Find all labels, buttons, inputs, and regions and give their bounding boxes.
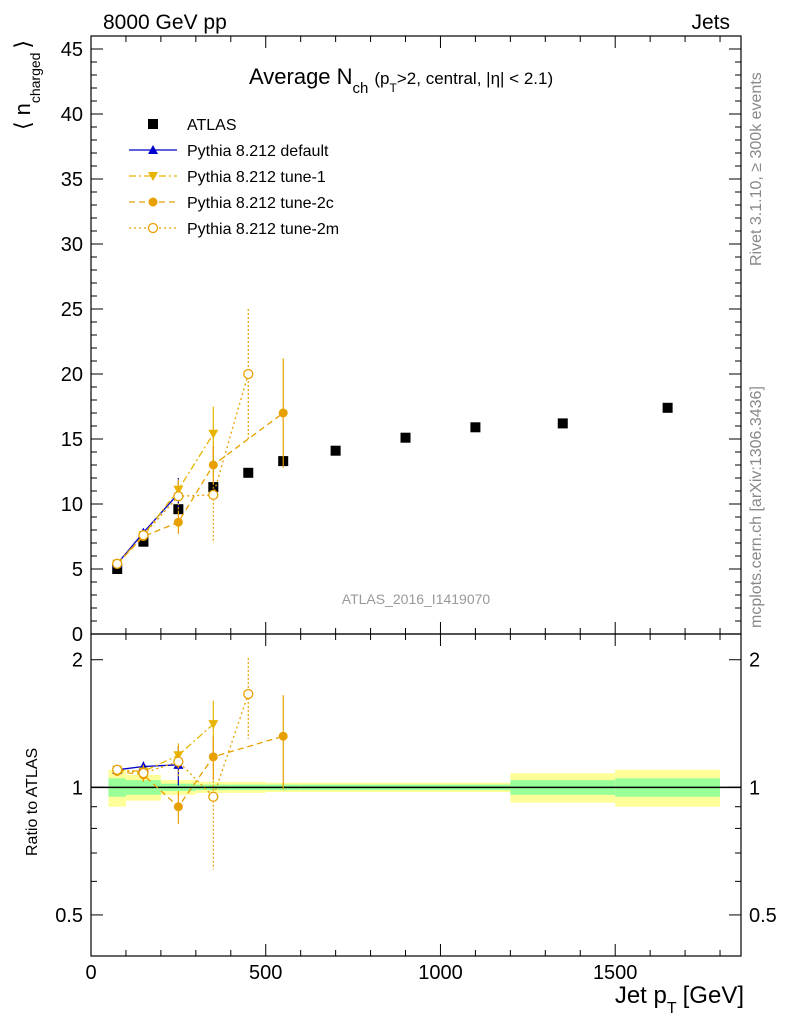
ratio-y-tick-label: 0.5 bbox=[55, 905, 83, 927]
ratio-y-tick-label: 2 bbox=[72, 650, 83, 672]
y-tick-label: 0 bbox=[72, 624, 83, 646]
data-point bbox=[208, 720, 219, 730]
legend-label: Pythia 8.212 tune-1 bbox=[187, 169, 326, 186]
data-point bbox=[400, 432, 411, 443]
rivet-label: Rivet 3.1.10, ≥ 300k events bbox=[748, 72, 765, 266]
y-tick-label: 5 bbox=[72, 559, 83, 581]
x-tick-label: 1500 bbox=[593, 962, 638, 984]
data-point bbox=[138, 530, 149, 541]
x-tick-label: 1000 bbox=[418, 962, 463, 984]
data-point bbox=[208, 489, 219, 501]
ylabel-bracket-right: ⟩ bbox=[10, 40, 35, 49]
jets-label: Jets bbox=[691, 11, 730, 34]
ylabel-sub: charged bbox=[27, 53, 43, 104]
title-main: Average N bbox=[249, 64, 353, 89]
data-point bbox=[173, 517, 183, 527]
main-series-pythia-8-212-tune-1 bbox=[112, 406, 219, 569]
xlabel-sub: T bbox=[667, 1000, 677, 1017]
main-series-pythia-8-212-tune-2m bbox=[112, 309, 254, 569]
data-point bbox=[208, 460, 218, 470]
data-point bbox=[208, 429, 219, 439]
ratio-y-tick-label-right: 0.5 bbox=[749, 905, 777, 927]
data-point bbox=[243, 467, 254, 478]
ylabel-symbol: n bbox=[10, 103, 35, 115]
data-point bbox=[278, 408, 288, 418]
ylabel-bracket-left: ⟨ bbox=[10, 121, 35, 130]
legend: ATLAS Pythia 8.212 default Pythia 8.212 tu… bbox=[129, 117, 339, 238]
main-series bbox=[112, 309, 673, 574]
main-title: Average Nch (pT>2, central, |η| < 2.1) bbox=[249, 64, 553, 97]
ratio-series-pythia-8-212-tune-2c bbox=[112, 695, 288, 824]
ratio-y-tick-label: 1 bbox=[72, 777, 83, 799]
y-tick-label: 15 bbox=[61, 429, 83, 451]
panel-frames bbox=[90, 35, 742, 957]
series-line bbox=[116, 373, 249, 565]
legend-marker bbox=[148, 172, 158, 181]
ratio-y-tick-label-right: 1 bbox=[749, 777, 760, 799]
data-point bbox=[173, 491, 184, 502]
data-point bbox=[557, 418, 568, 429]
title-cut1-sub: T bbox=[390, 81, 398, 95]
data-point bbox=[470, 422, 481, 433]
data-point bbox=[173, 485, 184, 495]
data-point bbox=[112, 764, 123, 775]
ratio-series-pythia-8-212-tune-2m bbox=[112, 657, 254, 870]
data-point bbox=[173, 756, 184, 767]
main-series-pythia-8-212-default bbox=[112, 478, 184, 568]
main-axes: 0 5 10 15 20 25 30 35 40 45 bbox=[61, 35, 741, 646]
series-line bbox=[117, 723, 214, 773]
legend-label: Pythia 8.212 default bbox=[187, 143, 329, 160]
legend-marker bbox=[148, 145, 158, 154]
xlabel-unit: [GeV] bbox=[683, 982, 744, 1009]
data-point bbox=[278, 731, 288, 741]
legend-marker bbox=[147, 222, 159, 234]
legend-label: Pythia 8.212 tune-2c bbox=[187, 195, 334, 212]
y-tick-label: 10 bbox=[61, 494, 83, 516]
data-point bbox=[243, 688, 254, 700]
data-point bbox=[173, 802, 183, 812]
main-ylabel: ⟨ ncharged ⟩ bbox=[10, 40, 43, 130]
data-point bbox=[138, 536, 149, 547]
main-series-atlas bbox=[112, 402, 673, 574]
data-point bbox=[243, 368, 254, 380]
ratio-y-tick-label-right: 2 bbox=[749, 650, 760, 672]
y-tick-label: 40 bbox=[61, 104, 83, 126]
series-line bbox=[116, 433, 214, 565]
data-point bbox=[112, 558, 123, 569]
title-main-sub: ch bbox=[353, 80, 369, 97]
xlabel-main: Jet p bbox=[615, 982, 667, 1009]
x-tick-label: 500 bbox=[249, 962, 282, 984]
data-point bbox=[208, 791, 219, 802]
ratio-panel-frame bbox=[90, 633, 742, 957]
legend-label: ATLAS bbox=[187, 117, 237, 134]
ratio-series-pythia-8-212-tune-1 bbox=[112, 700, 219, 779]
analysis-watermark: ATLAS_2016_I1419070 bbox=[342, 591, 491, 607]
y-tick-label: 25 bbox=[61, 299, 83, 321]
y-tick-label: 30 bbox=[61, 234, 83, 256]
ratio-axes: 0 500 1000 1500 0.5 0.5 1 1 2 2 bbox=[55, 634, 777, 984]
y-tick-label: 20 bbox=[61, 364, 83, 386]
x-tick-label: 0 bbox=[85, 962, 96, 984]
ratio-series bbox=[112, 657, 288, 870]
title-cut2: >2, central, |η| < 2.1) bbox=[397, 69, 553, 88]
y-tick-label: 35 bbox=[61, 169, 83, 191]
y-tick-label: 45 bbox=[61, 39, 83, 61]
mcplots-label: mcplots.cern.ch [arXiv:1306.3436] bbox=[748, 386, 765, 628]
x-axis-label: Jet pT [GeV] bbox=[615, 982, 744, 1017]
legend-label: Pythia 8.212 tune-2m bbox=[187, 221, 339, 238]
data-point bbox=[138, 768, 149, 779]
data-point bbox=[112, 564, 123, 574]
title-cut1: (p bbox=[374, 69, 389, 88]
data-point bbox=[662, 402, 673, 413]
ratio-ylabel: Ratio to ATLAS bbox=[24, 748, 41, 856]
data-point bbox=[330, 445, 341, 456]
legend-marker bbox=[148, 119, 158, 129]
energy-label: 8000 GeV pp bbox=[103, 11, 227, 34]
legend-marker bbox=[148, 197, 158, 207]
